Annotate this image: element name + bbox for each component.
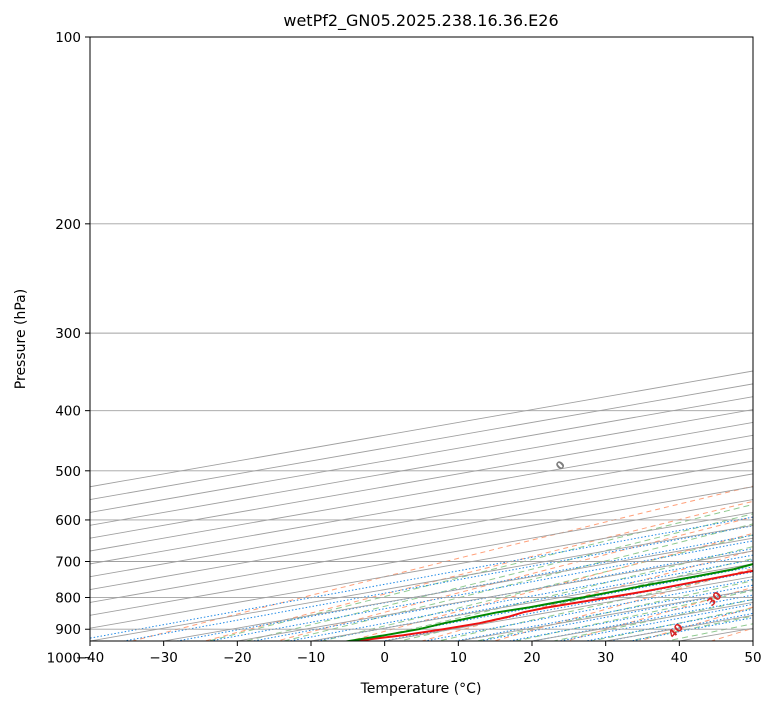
- y-tick-label: 400: [55, 404, 81, 420]
- moist-adiabat-line: [513, 589, 753, 641]
- mixing-ratio-line: [313, 559, 753, 641]
- mixing-ratio-line: [90, 516, 753, 639]
- y-tick-label: 100: [55, 30, 81, 46]
- x-tick-label: 0: [380, 650, 389, 666]
- mixing-ratio-line: [286, 554, 753, 641]
- x-tick-label: 20: [523, 650, 540, 666]
- x-tick-label: 30: [597, 650, 614, 666]
- x-tick-label: −10: [297, 650, 326, 666]
- x-tick-label: 10: [450, 650, 467, 666]
- isotherm-line: [90, 460, 753, 578]
- dry-adiabat-line: [130, 485, 753, 641]
- dry-adiabat-line: [765, 37, 775, 671]
- dewpoint-line: [342, 563, 753, 641]
- chart-title: wetPf2_GN05.2025.238.16.36.E26: [283, 11, 558, 31]
- dry-adiabat-line: [420, 549, 753, 641]
- x-axis-ticks: −40 −30 −20 −10 0 10 20 30 40 50: [76, 641, 762, 666]
- mixing-ratio-line: [422, 579, 753, 641]
- x-tick-label: −30: [149, 650, 178, 666]
- y-tick-label: 1000: [47, 651, 81, 667]
- y-axis-ticks: 100 200 300 400 500 600 700 800 900 1000: [47, 30, 90, 667]
- isotherm-line: [90, 524, 753, 641]
- y-axis-label: Pressure (hPa): [13, 289, 29, 389]
- y-tick-label: 300: [55, 326, 81, 342]
- y-tick-label: 900: [55, 622, 81, 638]
- isotherm-line: [90, 486, 753, 603]
- isotherm-line: [90, 511, 753, 629]
- plot-frame: [89, 36, 754, 642]
- y-tick-label: 800: [55, 590, 81, 606]
- plot-background: [90, 37, 753, 641]
- y-tick-label: 200: [55, 217, 81, 233]
- dry-adiabat-line: [202, 500, 753, 641]
- y-tick-label: 500: [55, 464, 81, 480]
- temperature-line: [348, 569, 753, 641]
- isotherm-line: [234, 550, 753, 641]
- x-axis-label: Temperature (°C): [360, 681, 482, 697]
- x-tick-label: 50: [744, 650, 761, 666]
- moist-adiabat-line: [358, 546, 753, 641]
- x-tick-label: 40: [671, 650, 688, 666]
- dry-adiabat-line: [347, 532, 753, 641]
- moist-adiabat-line: [551, 599, 753, 641]
- y-tick-label: 600: [55, 513, 81, 529]
- dry-adiabat-label: 20: [766, 553, 775, 573]
- isotherm-line: [161, 537, 753, 641]
- moist-adiabat-line: [436, 569, 753, 641]
- mixing-ratio-line: [207, 540, 753, 641]
- x-tick-label: −20: [223, 650, 252, 666]
- isotherm-line: [90, 473, 753, 591]
- isotherm-line: [90, 499, 753, 616]
- y-tick-label: 700: [55, 554, 81, 570]
- profile-series: [342, 563, 753, 641]
